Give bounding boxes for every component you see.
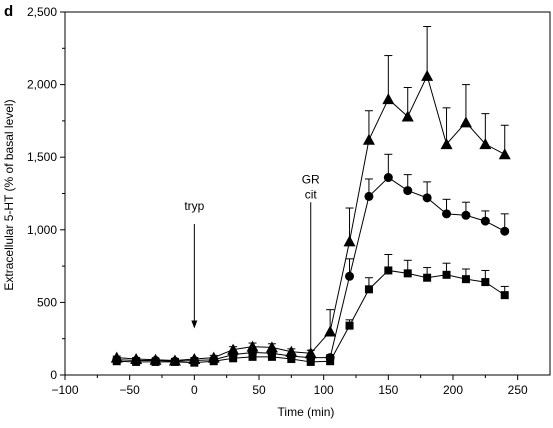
x-tick-label: 0 — [191, 383, 198, 397]
data-point — [421, 69, 434, 81]
data-point — [345, 271, 355, 281]
data-point — [382, 93, 395, 105]
y-tick-label: 1,000 — [27, 223, 57, 237]
annotation-label: tryp — [184, 199, 204, 213]
y-tick-label: 0 — [50, 368, 57, 382]
data-point — [324, 325, 337, 337]
data-point — [383, 173, 393, 183]
data-point — [442, 270, 451, 279]
data-point — [362, 133, 375, 145]
data-point — [498, 148, 511, 160]
x-tick-label: −50 — [119, 383, 140, 397]
data-point — [479, 138, 492, 150]
series-square — [112, 253, 509, 367]
data-point — [345, 321, 354, 330]
x-tick-label: 50 — [252, 383, 266, 397]
series-layer — [110, 26, 511, 367]
x-axis-label: Time (min) — [278, 405, 335, 419]
data-point — [480, 216, 490, 226]
data-point — [190, 358, 199, 367]
y-axis-ticks: 0 500 1,000 1,500 2,000 2,500 — [27, 5, 65, 382]
data-point — [112, 357, 121, 366]
data-point — [401, 110, 414, 122]
data-point — [481, 278, 490, 287]
data-point — [440, 138, 453, 150]
data-point — [170, 357, 179, 366]
y-axis-label: Extracellular 5-HT (% of basal level) — [2, 99, 16, 290]
data-point — [248, 352, 257, 361]
data-point — [500, 226, 510, 236]
data-point — [326, 357, 335, 366]
panel-label: d — [4, 3, 13, 20]
y-tick-label: 2,500 — [27, 5, 57, 19]
data-point — [403, 269, 412, 278]
data-point — [500, 291, 509, 300]
annotation-label: GR — [302, 172, 320, 186]
x-tick-label: 250 — [508, 383, 528, 397]
data-point — [364, 285, 373, 294]
data-point — [459, 116, 472, 128]
data-point — [384, 266, 393, 275]
data-point — [151, 357, 160, 366]
data-point — [422, 193, 432, 203]
x-tick-label: 200 — [443, 383, 463, 397]
data-point — [364, 191, 374, 201]
data-point — [229, 354, 238, 363]
data-point — [267, 352, 276, 361]
data-point — [209, 357, 218, 366]
x-tick-label: 150 — [378, 383, 398, 397]
data-point — [442, 209, 452, 219]
y-tick-label: 2,000 — [27, 78, 57, 92]
data-point — [132, 357, 141, 366]
data-point — [287, 355, 296, 364]
annotation-arrow-head — [191, 320, 198, 329]
data-point — [265, 341, 278, 353]
x-tick-label: 100 — [314, 383, 334, 397]
data-point — [423, 273, 432, 282]
data-point — [461, 210, 471, 220]
data-point — [343, 235, 356, 247]
annotation-label: cit — [305, 187, 318, 201]
data-point — [403, 186, 413, 196]
data-point — [461, 275, 470, 284]
y-tick-label: 1,500 — [27, 150, 57, 164]
x-tick-label: −100 — [51, 383, 78, 397]
y-tick-label: 500 — [37, 295, 57, 309]
x-axis-ticks: −100 −50 0 50 100 150 200 250 — [51, 375, 528, 397]
data-point — [306, 357, 315, 366]
data-point — [246, 340, 259, 352]
